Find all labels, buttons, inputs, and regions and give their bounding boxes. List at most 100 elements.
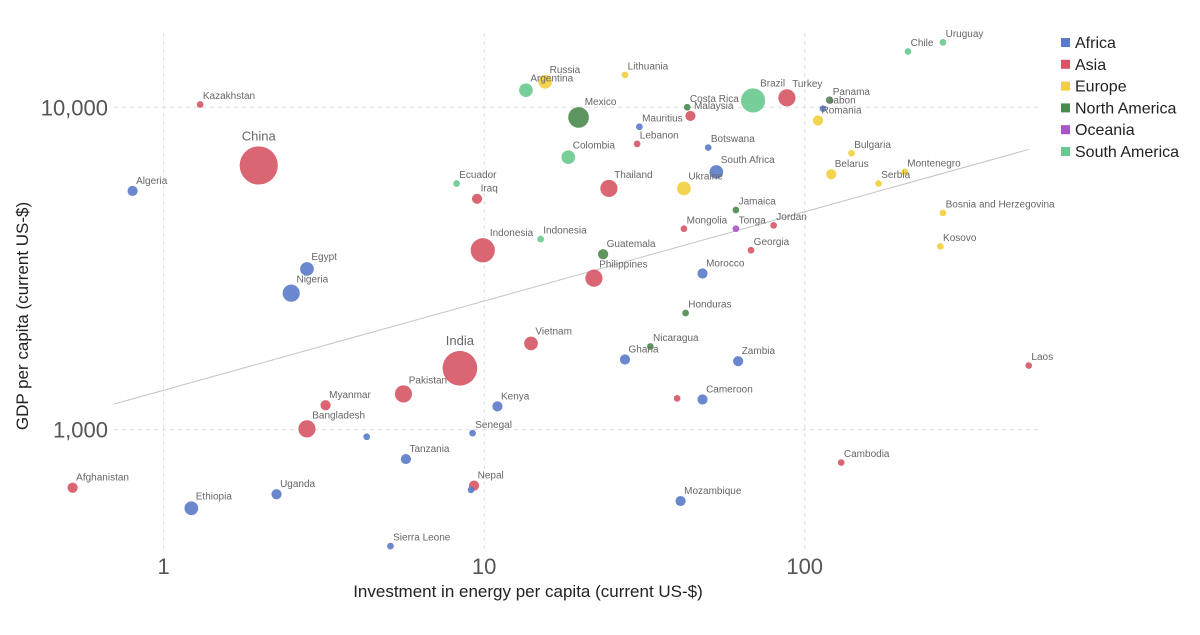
data-point[interactable] [697, 394, 708, 405]
data-point[interactable] [561, 150, 576, 165]
data-point[interactable] [677, 181, 691, 196]
data-point[interactable] [704, 144, 712, 151]
data-point[interactable] [394, 385, 413, 403]
point-label: Afghanistan [76, 473, 129, 484]
legend-swatch [1061, 103, 1070, 113]
data-point[interactable] [271, 489, 282, 500]
x-tick-label: 100 [786, 554, 823, 579]
point-label: China [242, 128, 277, 143]
legend-label: Europe [1075, 79, 1127, 96]
data-point[interactable] [467, 486, 475, 494]
data-point[interactable] [469, 429, 476, 437]
data-point[interactable] [740, 88, 766, 113]
point-label: Russia [550, 65, 581, 76]
tick-labels-layer: 1 10 100 1,000 10,000 [41, 95, 823, 579]
point-label: Kosovo [943, 233, 977, 244]
point-label: Jamaica [739, 197, 777, 208]
data-point[interactable] [1025, 362, 1033, 369]
data-point[interactable] [621, 71, 629, 79]
point-label: Indonesia [490, 228, 534, 239]
point-label: Turkey [792, 79, 822, 90]
y-tick-label: 1,000 [53, 418, 108, 443]
data-point[interactable] [442, 350, 478, 386]
data-point[interactable] [600, 179, 618, 198]
data-point[interactable] [320, 400, 331, 411]
data-point[interactable] [363, 433, 371, 441]
data-point[interactable] [826, 169, 837, 180]
data-point[interactable] [537, 235, 544, 243]
data-point[interactable] [732, 225, 740, 233]
point-label: Cambodia [844, 449, 890, 460]
data-point[interactable] [300, 262, 314, 276]
point-label: Laos [1031, 352, 1053, 363]
data-point[interactable] [673, 394, 681, 402]
y-tick-label: 10,000 [41, 95, 108, 120]
data-point[interactable] [904, 48, 912, 55]
data-point[interactable] [732, 206, 740, 214]
legend-swatch [1061, 81, 1070, 91]
data-point[interactable] [184, 501, 199, 516]
trendline [113, 148, 1029, 405]
data-point[interactable] [453, 180, 460, 187]
data-point[interactable] [939, 39, 947, 46]
data-point[interactable] [524, 336, 538, 351]
data-point[interactable] [239, 146, 278, 185]
data-point[interactable] [471, 193, 483, 204]
data-point[interactable] [697, 268, 708, 279]
data-point[interactable] [519, 83, 533, 98]
data-point[interactable] [875, 180, 882, 187]
point-label: Sierra Leone [393, 533, 451, 544]
data-point[interactable] [747, 246, 755, 254]
data-point[interactable] [901, 168, 908, 176]
point-label: Senegal [475, 420, 512, 431]
data-point[interactable] [680, 225, 688, 233]
data-point[interactable] [538, 74, 553, 89]
data-point[interactable] [282, 284, 300, 302]
legend-label: Oceania [1075, 122, 1135, 139]
point-label: Nicaragua [653, 333, 699, 344]
data-point[interactable] [682, 309, 689, 317]
data-point[interactable] [196, 101, 204, 108]
data-point[interactable] [819, 105, 827, 113]
data-point[interactable] [647, 343, 654, 350]
point-label: Bosnia and Herzegovina [946, 200, 1055, 211]
data-point[interactable] [709, 165, 724, 179]
point-label: Uruguay [946, 29, 984, 40]
data-point[interactable] [837, 459, 845, 466]
data-point[interactable] [619, 354, 631, 365]
data-point[interactable] [675, 495, 686, 507]
point-label: Ghana [629, 344, 659, 355]
point-label: Uganda [280, 479, 315, 490]
data-point[interactable] [492, 401, 503, 412]
point-label: Morocco [706, 258, 745, 269]
data-point[interactable] [636, 123, 643, 131]
data-point[interactable] [812, 115, 824, 126]
data-point[interactable] [568, 107, 589, 128]
point-label: Belarus [835, 159, 869, 170]
data-point[interactable] [770, 222, 777, 229]
data-point[interactable] [387, 542, 394, 550]
data-point[interactable] [848, 149, 855, 157]
point-label: Kenya [501, 391, 530, 402]
data-point[interactable] [683, 103, 691, 111]
data-point[interactable] [585, 269, 603, 287]
data-point[interactable] [127, 185, 138, 197]
data-point[interactable] [733, 356, 744, 367]
data-point[interactable] [633, 140, 641, 148]
data-point[interactable] [685, 110, 696, 122]
data-point[interactable] [778, 89, 796, 107]
data-point[interactable] [937, 243, 944, 250]
data-point[interactable] [598, 249, 609, 260]
point-label: Jordan [776, 212, 807, 223]
data-point[interactable] [67, 482, 78, 493]
point-label: Myanmar [329, 390, 371, 401]
point-label: Bangladesh [312, 410, 365, 421]
data-point[interactable] [470, 238, 495, 263]
data-point[interactable] [826, 97, 834, 104]
point-labels-layer: China India Brazil Indonesia Mexico Turkey Tha… [76, 29, 1055, 544]
point-label: Zambia [742, 346, 776, 357]
data-point[interactable] [939, 209, 947, 217]
data-point[interactable] [298, 420, 316, 438]
data-point[interactable] [400, 453, 412, 465]
